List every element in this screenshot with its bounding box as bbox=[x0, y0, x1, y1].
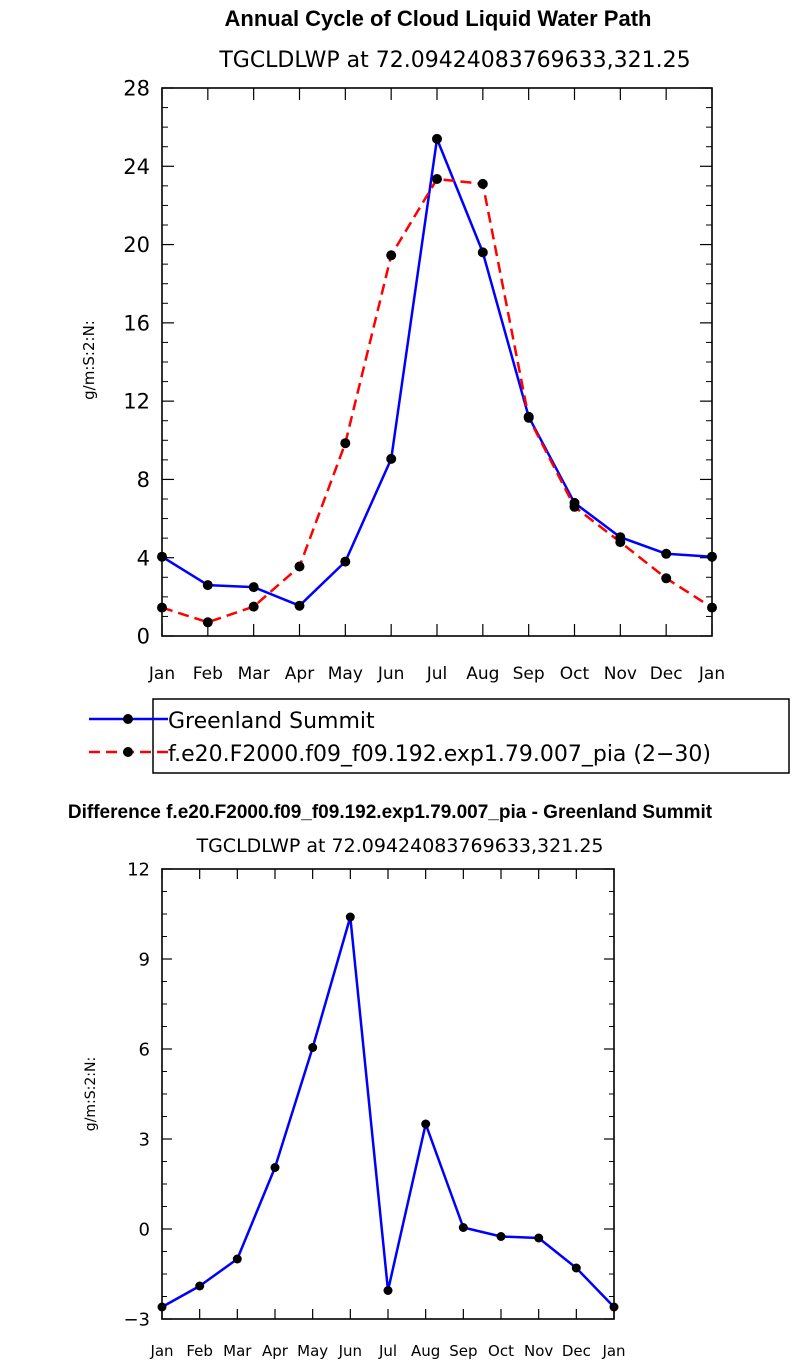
legend-marker-greenland bbox=[123, 714, 133, 724]
chart2-ylabel: g/m:S:2:N: bbox=[83, 1057, 99, 1131]
chart1-ytick-label: 0 bbox=[137, 625, 150, 649]
chart2-xtick-label: Jan bbox=[149, 1342, 173, 1360]
legend-marker-model bbox=[123, 747, 133, 757]
chart2-xtick-label: Aug bbox=[411, 1342, 440, 1360]
legend-box bbox=[152, 698, 790, 774]
chart2-series-0-point bbox=[270, 1163, 280, 1172]
chart1-xtick-label: Sep bbox=[513, 664, 545, 684]
chart2-series-0-point bbox=[496, 1232, 506, 1241]
chart2-xtick-label: May bbox=[297, 1342, 328, 1360]
chart2-subtitle: TGCLDLWP at 72.09424083769633,321.25 bbox=[195, 835, 603, 857]
chart1-frame bbox=[161, 87, 713, 637]
chart1-series-0-point bbox=[294, 600, 305, 611]
chart1-ytick-label: 12 bbox=[123, 390, 150, 414]
chart1-series-0-point bbox=[157, 551, 167, 562]
legend-label-model: f.e20.F2000.f09_f09.192.exp1.79.007_pia … bbox=[168, 742, 711, 767]
chart1-series-1-point bbox=[615, 537, 626, 548]
chart1-xtick-label: Oct bbox=[560, 664, 590, 684]
chart1-ytick-label: 20 bbox=[123, 233, 150, 257]
chart2-xtick-label: Jun bbox=[338, 1342, 362, 1360]
chart1-series-0-point bbox=[707, 551, 717, 562]
chart1-xtick-label: Aug bbox=[466, 664, 499, 684]
chart1-series-0-line bbox=[161, 137, 713, 607]
chart1-series-0-point bbox=[340, 556, 351, 567]
chart2-xtick-label: Feb bbox=[186, 1342, 213, 1360]
chart2-series-0-point bbox=[232, 1254, 242, 1264]
chart1-series-0-point bbox=[477, 247, 488, 258]
chart2-series-0-point bbox=[345, 912, 355, 922]
chart2-plot: Jan Feb Mar Apr May Jun Jul Aug Sep Oct Nov Dec Jan −… bbox=[123, 859, 625, 1360]
chart2-title: Difference f.e20.F2000.f09_f09.192.exp1.… bbox=[68, 802, 713, 823]
chart1-series-1-point bbox=[569, 501, 580, 512]
chart2-ytick-label: 6 bbox=[139, 1039, 150, 1060]
chart1-ytick-label: 4 bbox=[137, 546, 150, 570]
chart1-series-1-line bbox=[161, 177, 713, 624]
chart1-xtick-label: Jun bbox=[377, 664, 405, 684]
chart1-xtick-label: May bbox=[328, 664, 363, 684]
chart2-ytick-label: −3 bbox=[123, 1309, 150, 1330]
chart2-series-0-line bbox=[161, 915, 615, 1309]
chart1-xtick-label: Nov bbox=[604, 664, 637, 684]
chart1-series-1-point bbox=[294, 561, 305, 572]
chart1-series-1-point bbox=[157, 602, 167, 613]
chart1-ytick-label: 28 bbox=[123, 77, 150, 101]
chart1-xtick-label: Dec bbox=[650, 664, 683, 684]
chart2-frame bbox=[161, 868, 615, 1320]
chart1-series-1-point bbox=[386, 250, 397, 261]
chart1-subtitle: TGCLDLWP at 72.09424083769633,321.25 bbox=[218, 48, 690, 73]
chart1-xtick-label: Jan bbox=[698, 664, 725, 684]
chart1-series-0-point bbox=[202, 580, 213, 591]
chart1-series-0-point bbox=[432, 133, 442, 144]
chart2-ytick-label: 12 bbox=[127, 859, 150, 880]
chart1-series-1-point bbox=[477, 178, 488, 189]
chart1-series-0-point bbox=[661, 548, 672, 559]
chart2-series-0-point bbox=[308, 1043, 318, 1052]
chart2-xtick-label: Apr bbox=[262, 1342, 289, 1360]
chart1-ytick-label: 16 bbox=[123, 311, 150, 335]
chart1-series-1-point bbox=[248, 601, 259, 612]
chart2-xtick-label: Nov bbox=[524, 1342, 553, 1360]
chart2-series-0-point bbox=[195, 1281, 205, 1291]
chart2-series-0-point bbox=[534, 1233, 544, 1243]
chart2-series-0-point bbox=[609, 1302, 619, 1312]
legend-label-greenland: Greenland Summit bbox=[168, 709, 375, 734]
chart1-xtick-label: Jan bbox=[148, 664, 175, 684]
chart2-ytick-label: 0 bbox=[139, 1219, 150, 1240]
chart2-ytick-label: 3 bbox=[139, 1129, 150, 1150]
legend: Greenland Summit f.e20.F2000.f09_f09.192… bbox=[89, 698, 790, 774]
chart2-series-0-point bbox=[383, 1286, 393, 1295]
chart1-series-1-point bbox=[432, 174, 442, 184]
chart1-series-0-point bbox=[386, 453, 397, 464]
chart2-ytick-label: 9 bbox=[139, 949, 150, 970]
chart2-series-0-point bbox=[421, 1119, 431, 1129]
chart2-xtick-label: Oct bbox=[488, 1342, 514, 1360]
chart1-series-1-point bbox=[523, 412, 534, 423]
chart1-xtick-label: Feb bbox=[193, 664, 223, 684]
chart2-xtick-label: Sep bbox=[449, 1342, 477, 1360]
chart2-xtick-label: Dec bbox=[562, 1342, 591, 1360]
chart1-plot: Jan Feb Mar Apr May Jun Jul Aug Sep Oct Nov Dec Jan 0… bbox=[123, 77, 725, 684]
chart1-series-1-point bbox=[707, 602, 717, 613]
chart1-series-1-point bbox=[340, 438, 351, 449]
chart2-xtick-label: Jul bbox=[378, 1342, 397, 1360]
chart2-series-0-point bbox=[157, 1302, 167, 1312]
chart1-xtick-label: Apr bbox=[285, 664, 314, 684]
chart2-series-0-point bbox=[571, 1263, 581, 1273]
chart1-series-1-point bbox=[661, 573, 672, 584]
chart1-xtick-label: Mar bbox=[238, 664, 270, 684]
chart2-xtick-label: Mar bbox=[223, 1342, 252, 1360]
chart1-xtick-label: Jul bbox=[426, 664, 448, 684]
chart2-xtick-label: Jan bbox=[601, 1342, 625, 1360]
chart1-ytick-label: 24 bbox=[123, 155, 150, 179]
chart1-series-0-point bbox=[248, 582, 259, 593]
chart2-series-0-point bbox=[458, 1223, 468, 1232]
chart1-title: Annual Cycle of Cloud Liquid Water Path bbox=[225, 6, 652, 31]
chart1-ytick-label: 8 bbox=[137, 468, 150, 492]
chart1-series-1-point bbox=[202, 617, 213, 628]
chart1-ylabel: g/m:S:2:N: bbox=[80, 320, 98, 400]
